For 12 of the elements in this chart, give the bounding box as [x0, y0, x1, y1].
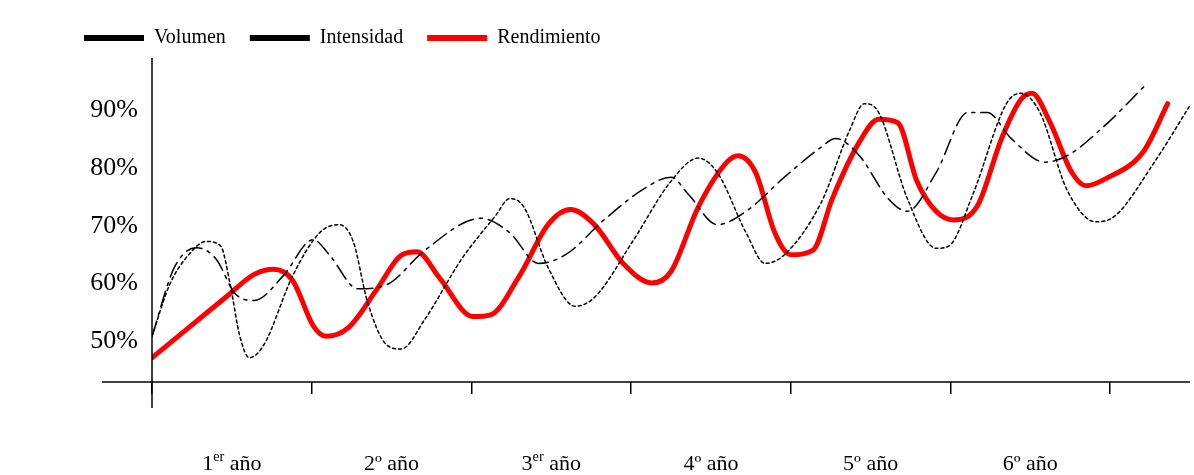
legend-label: Volumen: [154, 25, 226, 48]
y-tick-label: 70%: [90, 209, 138, 239]
legend-label: Rendimiento: [497, 25, 601, 48]
x-tick-label: 2º año: [364, 450, 420, 475]
x-tick-label: 4º año: [683, 450, 739, 475]
y-tick-label: 60%: [90, 267, 138, 297]
y-tick-label: 90%: [90, 93, 138, 123]
y-tick-label: 80%: [90, 151, 138, 181]
x-tick-label: 5º año: [843, 450, 899, 475]
legend-label: Intensidad: [319, 25, 404, 48]
y-tick-label: 50%: [90, 325, 138, 355]
x-tick-label: 6º año: [1002, 450, 1058, 475]
